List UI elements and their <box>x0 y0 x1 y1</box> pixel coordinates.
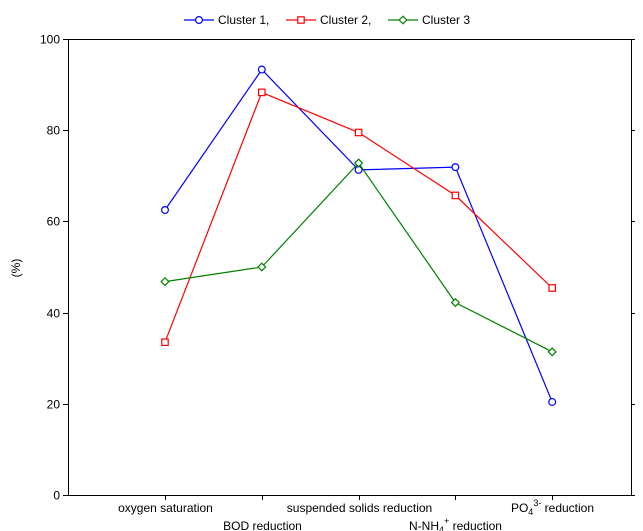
legend-item: Cluster 2, <box>286 13 371 27</box>
x-tick-label: PO43- reduction <box>511 498 594 517</box>
legend-swatch-marker <box>195 16 204 25</box>
legend: Cluster 1, Cluster 2, Cluster 3 <box>184 13 470 27</box>
legend-item: Cluster 1, <box>184 13 269 27</box>
x-tick-label: oxygen saturation <box>118 501 213 515</box>
data-point <box>451 163 460 172</box>
data-point <box>451 191 460 200</box>
data-point <box>257 262 267 272</box>
data-point <box>160 276 170 287</box>
legend-swatch-marker <box>297 16 305 24</box>
y-tick-label: 100 <box>40 33 60 47</box>
legend-swatch-marker <box>398 15 408 25</box>
x-tick-label: suspended solids reduction <box>287 501 432 515</box>
y-axis: 0 20 40 60 80 100 <box>40 33 635 503</box>
series-2 <box>161 88 557 347</box>
data-point <box>161 338 169 347</box>
series-line <box>164 68 553 403</box>
y-axis-title: (%) <box>9 259 23 278</box>
y-tick-label: 0 <box>53 489 60 503</box>
data-point <box>258 88 266 97</box>
data-point <box>548 397 557 406</box>
x-tick-label: BOD reduction <box>223 519 302 531</box>
series-1 <box>161 65 557 406</box>
data-point <box>353 158 364 168</box>
data-point <box>548 284 557 292</box>
plot-frame <box>68 39 632 496</box>
legend-label: Cluster 1, <box>218 13 269 27</box>
series-3 <box>160 158 557 357</box>
series-layer <box>160 65 557 406</box>
data-point <box>547 347 557 357</box>
legend-item: Cluster 3 <box>388 13 470 27</box>
data-point <box>354 128 363 137</box>
data-point <box>450 297 461 308</box>
y-tick-label: 20 <box>47 398 61 412</box>
y-tick-label: 80 <box>47 124 61 138</box>
x-axis: oxygen saturation BOD reduction suspended … <box>118 495 594 531</box>
x-tick-label: N-NH4+ reduction <box>409 516 502 531</box>
data-point <box>161 206 170 215</box>
legend-label: Cluster 2, <box>320 13 371 27</box>
data-point <box>257 65 266 74</box>
y-tick-label: 60 <box>47 215 61 229</box>
legend-label: Cluster 3 <box>422 13 470 27</box>
y-tick-label: 40 <box>47 307 61 321</box>
